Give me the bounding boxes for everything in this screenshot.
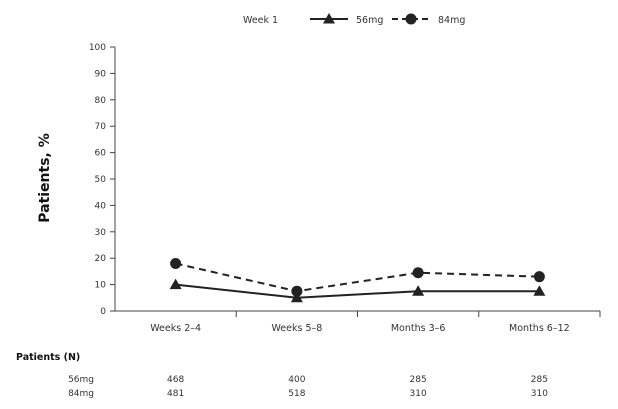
axes: 0 10 20 30 40 50 60 70 80 90 100 Weeks 2–4 Weeks 5–8…: [89, 43, 601, 334]
patients-table: Patients (N) 56mg 468 400 285 285 84mg 481 518 3…: [16, 352, 548, 399]
y-axis-label: Patients, %: [37, 133, 53, 223]
table-cell: 285: [410, 375, 427, 385]
data-point-84mg: [533, 271, 545, 283]
y-tick-label: 10: [95, 281, 107, 291]
table-cell: 285: [531, 375, 548, 385]
data-point-56mg: [290, 291, 303, 303]
data-point-84mg: [170, 257, 182, 269]
x-tick-label: Weeks 2–4: [150, 323, 201, 334]
legend-label: 56mg: [356, 15, 383, 26]
plot-area: [169, 257, 546, 303]
table-cell: 310: [531, 389, 548, 399]
table-cell: 310: [410, 389, 427, 399]
y-tick-label: 80: [95, 96, 107, 106]
series-84mg: [170, 257, 545, 297]
table-cell: 400: [288, 375, 305, 385]
table-row-label: 84mg: [68, 389, 94, 399]
data-point-84mg: [412, 267, 424, 279]
y-tick-label: 70: [95, 122, 107, 132]
legend: Week 1 56mg 84mg: [243, 13, 465, 26]
series-line-84mg: [175, 262, 540, 293]
y-tick-label: 0: [100, 307, 106, 317]
x-tick-label: Months 6–12: [509, 323, 570, 334]
table-row: 56mg 468 400 285 285: [68, 375, 548, 385]
table-cell: 468: [167, 375, 184, 385]
data-point-56mg: [533, 285, 546, 296]
x-tick-label: Weeks 5–8: [271, 323, 322, 334]
legend-marker: [405, 13, 417, 25]
legend-title: Week 1: [243, 15, 278, 26]
y-tick-label: 40: [95, 201, 107, 211]
legend-entry-84mg: 84mg: [392, 13, 465, 26]
series-56mg: [169, 278, 546, 303]
data-point-84mg: [291, 285, 303, 297]
series-line-56mg: [175, 283, 540, 299]
data-point-56mg: [412, 285, 425, 296]
table-title: Patients (N): [16, 352, 80, 363]
table-cell: 518: [288, 389, 305, 399]
data-point-56mg: [169, 278, 182, 290]
y-tick-label: 90: [95, 69, 107, 79]
x-tick-label: Months 3–6: [391, 323, 446, 334]
y-tick-label: 20: [95, 254, 107, 264]
y-tick-label: 100: [89, 43, 106, 53]
y-tick-label: 30: [95, 228, 107, 238]
legend-label: 84mg: [438, 15, 465, 26]
table-cell: 481: [167, 389, 184, 399]
y-tick-label: 60: [95, 149, 107, 159]
legend-marker: [323, 13, 335, 24]
table-row: 84mg 481 518 310 310: [68, 389, 548, 399]
table-row-label: 56mg: [68, 375, 94, 385]
y-tick-label: 50: [95, 175, 107, 185]
legend-entry-56mg: 56mg: [310, 13, 383, 26]
